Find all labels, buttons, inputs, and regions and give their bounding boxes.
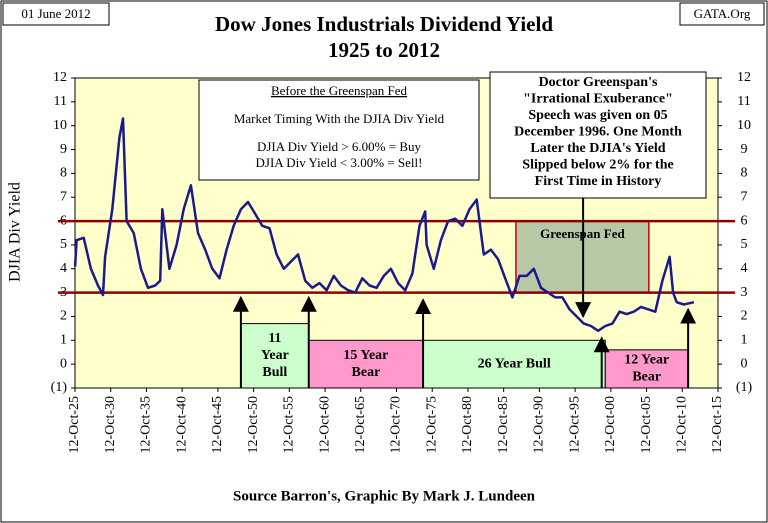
note-text: DJIA Div Yield > 6.00% = Buy [257,139,422,154]
region [240,323,310,389]
source-tag-box [679,2,765,26]
x-tick-label: 12-Oct-50 [246,396,261,454]
note-text: DJIA Div Yield < 3.00% = Sell! [256,155,423,170]
y2-tick-label: (1) [736,380,753,395]
y-tick-label: 1 [60,333,67,348]
series-line [73,117,695,333]
x-tick-label: 12-Oct-40 [174,396,189,454]
y2-tick-label: 12 [737,70,751,85]
region-label: 12 Year [624,353,669,368]
x-tick-label: 12-Oct-65 [353,396,368,454]
footer: Source Barron's, Graphic By Mark J. Lund… [233,488,536,504]
y-tick-label: 5 [60,237,67,252]
region-label: 11 [268,331,281,346]
x-tick-label: 12-Oct-30 [103,396,118,454]
region-label: Bear [632,370,661,385]
x-tick-label: 12-Oct-60 [317,396,332,454]
note-text: Before the Greenspan Fed [271,83,408,98]
region [604,349,689,389]
region-label: Bear [352,365,381,380]
y-tick-label: 8 [60,166,67,181]
y2-tick-label: 8 [741,166,748,181]
region-label: 26 Year Bull [478,356,551,371]
y2-tick-label: 11 [737,94,750,109]
date: 01 June 2012 [21,6,90,21]
note-text: Slipped below 2% for the [522,158,673,173]
x-tick-label: 12-Oct-75 [424,396,439,454]
y-tick-label: 12 [53,70,67,85]
x-tick-label: 12-Oct-95 [567,396,582,454]
note-box [198,79,480,181]
date-box [2,2,110,26]
y2-tick-label: 2 [741,309,748,324]
y2-tick-label: 0 [741,356,748,371]
region-label: 15 Year [343,348,388,363]
x-tick-label: 12-Oct-25 [67,396,82,454]
y2-tick-label: 7 [741,189,748,204]
y2-tick-label: 4 [741,261,748,276]
chart-title: Dow Jones Industrials Dividend Yield [215,12,553,36]
x-tick-label: 12-Oct-05 [639,396,654,454]
y-tick-label: 2 [60,309,67,324]
y-tick-label: 4 [60,261,67,276]
note-text: First Time in History [535,174,662,189]
region [422,339,606,389]
note-text: "Irrational Exuberance" [523,92,673,107]
x-tick-label: 12-Oct-35 [139,396,154,454]
y-tick-label: 11 [54,94,67,109]
x-tick-label: 12-Oct-15 [710,396,725,454]
x-tick-label: 12-Oct-55 [282,396,297,454]
y2-tick-label: 6 [741,213,748,228]
y2-tick-label: 9 [741,142,748,157]
y-tick-label: 7 [60,189,67,204]
x-tick-label: 12-Oct-90 [532,396,547,454]
y2-tick-label: 10 [737,118,751,133]
x-tick-label: 12-Oct-00 [603,396,618,454]
note-text: Later the DJIA's Yield [530,141,665,156]
x-tick-label: 12-Oct-70 [389,396,404,454]
x-tick-label: 12-Oct-85 [496,396,511,454]
y2-tick-label: 3 [741,285,748,300]
y2-tick-label: 1 [741,333,748,348]
y-tick-label: 10 [53,118,67,133]
region-label: Year [261,348,289,363]
y-tick-label: (1) [51,380,68,395]
note-text: Speech was given on 05 [528,108,667,123]
y-tick-label: 0 [60,356,67,371]
note-text: Market Timing With the DJIA Div Yield [234,111,445,126]
source-tag: GATA.Org [694,6,751,21]
note-text: Doctor Greenspan's [539,75,658,90]
chart-subtitle: 1925 to 2012 [328,38,440,62]
region-label: Bull [262,365,287,380]
note-text: December 1996. One Month [514,125,682,140]
y2-tick-label: 5 [741,237,748,252]
x-tick-label: 12-Oct-45 [210,396,225,454]
note-box [489,71,707,199]
y-tick-label: 9 [60,142,67,157]
x-tick-label: 12-Oct-10 [674,396,689,454]
x-tick-label: 12-Oct-80 [460,396,475,454]
region [308,339,424,389]
y-axis-label: DJIA Div Yield [7,182,24,282]
